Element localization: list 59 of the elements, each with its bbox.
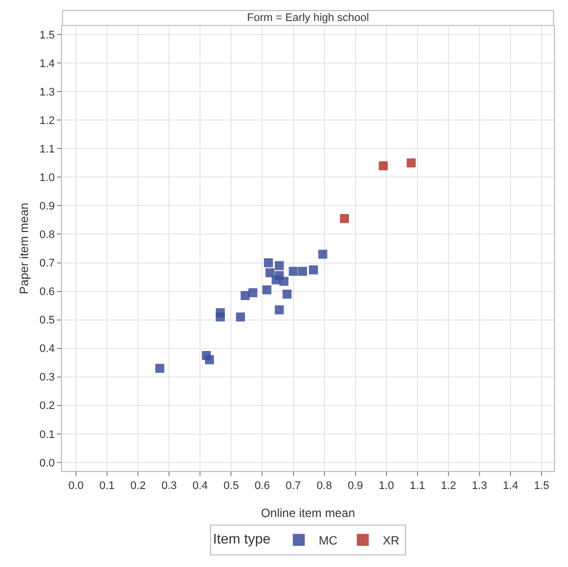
y-tick-label: 0.6 (40, 286, 55, 298)
point (204, 355, 214, 364)
point (262, 285, 272, 294)
x-tick-label: 0.0 (68, 480, 84, 492)
x-tick-label: 1.3 (472, 480, 488, 492)
x-axis-title: Online item mean (260, 506, 356, 520)
point (240, 291, 250, 300)
point (308, 265, 318, 274)
point (155, 364, 164, 373)
point (248, 288, 258, 298)
chart-title: Form = Early high school (247, 12, 369, 24)
legend-label: XR (382, 534, 400, 548)
point (406, 158, 416, 168)
y-tick-label: 1.1 (40, 144, 55, 156)
legend-label: MC (318, 534, 338, 548)
point (279, 276, 288, 286)
x-tick-label: 1.1 (410, 480, 426, 492)
y-tick-label: 0.2 (40, 400, 55, 412)
y-tick-label: 0.1 (40, 428, 55, 441)
x-tick-label: 0.8 (316, 480, 332, 492)
y-tick-label: 0.0 (40, 457, 55, 470)
point (288, 266, 298, 276)
x-tick-label: 0.6 (254, 480, 270, 492)
point (298, 266, 308, 276)
y-tick-label: 1.5 (40, 29, 55, 42)
y-tick-label: 0.8 (40, 229, 55, 242)
y-tick-label: 0.9 (40, 200, 55, 213)
x-tick-label: 0.4 (192, 480, 208, 492)
x-tick-label: 1.5 (534, 480, 550, 492)
point (282, 290, 292, 299)
y-tick-label: 1.0 (40, 172, 55, 184)
x-tick-label: 1.2 (440, 480, 456, 492)
x-tick-label: 0.3 (161, 480, 177, 492)
point (378, 161, 388, 170)
y-tick-label: 1.2 (40, 114, 55, 127)
y-tick-label: 0.4 (40, 343, 55, 356)
x-tick-label: 0.9 (348, 480, 363, 492)
y-tick-label: 0.7 (40, 258, 55, 270)
point (274, 305, 284, 314)
x-tick-label: 0.5 (224, 480, 239, 492)
point (274, 261, 284, 270)
point (265, 268, 274, 278)
y-tick-label: 1.4 (40, 58, 55, 70)
y-tick-label: 0.3 (40, 372, 55, 384)
x-tick-label: 0.2 (130, 480, 146, 492)
y-tick-label: 0.5 (40, 314, 55, 327)
point (340, 214, 349, 224)
point (236, 312, 245, 322)
x-tick-label: 0.1 (99, 480, 115, 492)
x-tick-label: 1.4 (502, 480, 518, 492)
y-tick-label: 1.3 (40, 86, 55, 98)
y-axis-title: Paper item mean (17, 202, 31, 294)
x-tick-label: 0.7 (286, 480, 301, 492)
x-tick-label: 1.0 (378, 480, 394, 492)
point (216, 312, 225, 322)
point (264, 258, 273, 268)
point (318, 250, 328, 259)
legend-title: Item type (213, 530, 271, 547)
point (272, 275, 281, 284)
